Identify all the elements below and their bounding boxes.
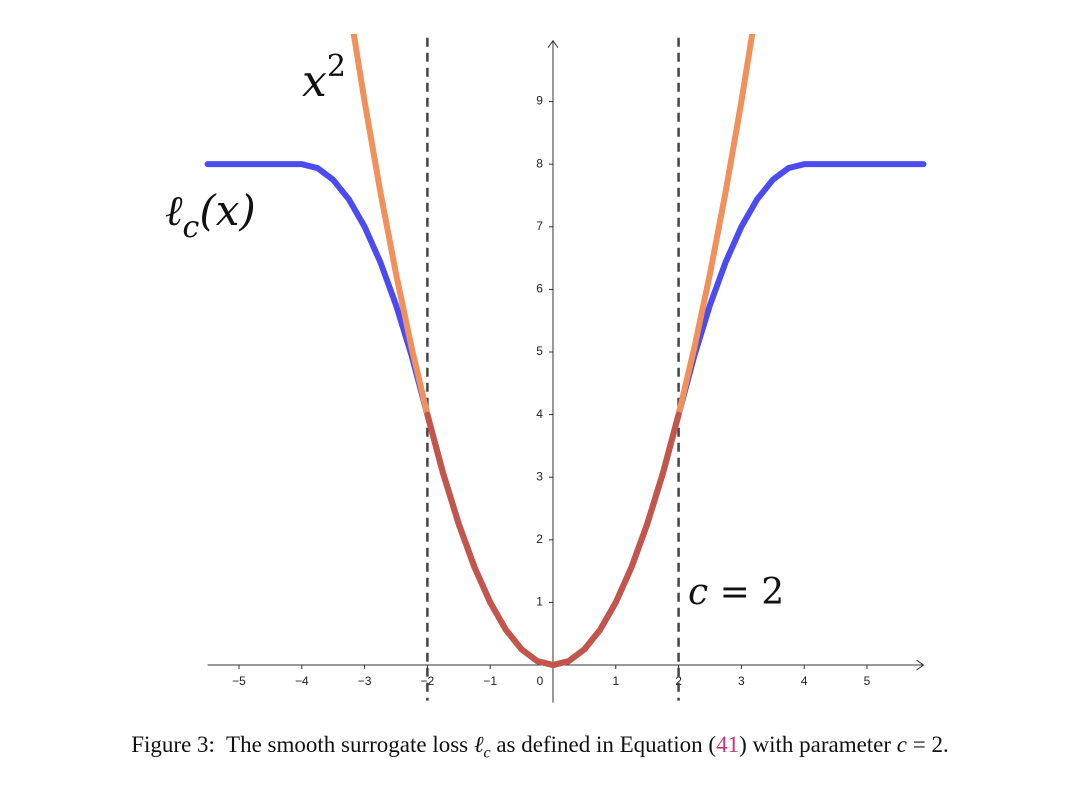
x-tick-label: 5 <box>864 674 871 688</box>
label-sup: 2 <box>327 49 346 84</box>
y-tick-label: 1 <box>536 595 543 609</box>
y-tick-label: 7 <box>536 219 543 233</box>
caption-part: c <box>483 744 491 762</box>
caption-part: ) with parameter <box>739 732 892 757</box>
caption-part: Figure 3: <box>131 732 215 757</box>
x-tick-label: 4 <box>801 674 808 688</box>
annotation-base: c <box>688 572 708 613</box>
y-tick-label: 8 <box>536 156 543 170</box>
x-tick-label: 2 <box>675 674 682 688</box>
x-tick-label: 0 <box>537 674 544 688</box>
annotation-rest: = 2 <box>708 572 784 613</box>
label-base: x <box>302 56 327 107</box>
y-tick-label: 5 <box>536 344 543 358</box>
caption: Figure 3: The smooth surrogate loss ℓc a… <box>0 732 1080 763</box>
labels: ℓc(x)x2c = 2 <box>165 49 784 613</box>
x-tick-label: 1 <box>612 674 619 688</box>
y-axis-arrow <box>547 39 559 48</box>
axes: −5 −4 −3 −2 −1 0 1 2 3 4 5 1 2 3 4 5 6 7 8 9 <box>207 37 925 703</box>
series-label: ℓc(x) <box>165 186 256 245</box>
x-tick-label: −1 <box>483 674 497 688</box>
caption-link[interactable]: 41 <box>716 732 740 757</box>
y-tick-label: 4 <box>536 407 543 421</box>
y-tick-label: 6 <box>536 282 543 296</box>
caption-part: = 2. <box>912 732 949 757</box>
x-tick-label: −2 <box>421 674 435 688</box>
label-sub: c <box>183 210 200 245</box>
series-line <box>204 161 927 669</box>
label-base: ℓ <box>165 186 183 235</box>
plot-area <box>204 34 927 669</box>
y-tick-label: 2 <box>536 532 543 546</box>
caption-part: c <box>896 732 908 757</box>
caption-part: The smooth surrogate loss <box>226 732 469 757</box>
x-axis-arrow <box>916 659 925 671</box>
x-tick-label: −4 <box>295 674 309 688</box>
y-tick-label: 9 <box>536 94 543 108</box>
x-tick-label: −3 <box>358 674 372 688</box>
x-tick-label: 3 <box>738 674 745 688</box>
label-rest: (x) <box>199 186 255 235</box>
y-tick-label: 3 <box>536 469 543 483</box>
annotation: c = 2 <box>688 572 784 613</box>
caption-part: as defined in Equation ( <box>496 732 717 757</box>
x-tick-label: −5 <box>232 674 246 688</box>
series-label: x2 <box>302 49 346 107</box>
overlap-line <box>424 411 682 669</box>
caption-part: ℓ <box>473 732 484 757</box>
